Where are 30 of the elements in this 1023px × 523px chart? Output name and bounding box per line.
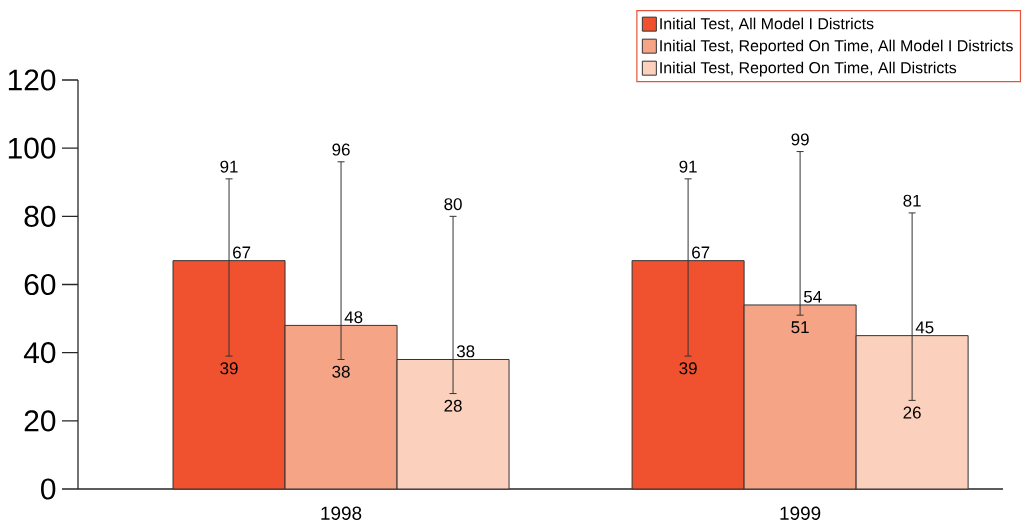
annotation: 99 [791,133,809,146]
legend-label: Initial Test, Reported On Time, All Districts [660,61,957,77]
data-label: 67 [692,246,710,259]
legend-label: Initial Test, Reported On Time, All Model I Districts [660,39,1013,55]
annotation: 96 [332,143,350,156]
annotation: 51 [791,321,809,334]
annotation: 80 [444,198,462,211]
annotation: 91 [220,160,238,173]
annotation: 26 [903,406,921,419]
data-label: 67 [233,246,251,259]
y-tick-label: 60 [24,273,56,295]
data-label: 48 [344,311,363,324]
y-tick-label: 0 [41,478,56,500]
annotation: 28 [444,399,462,412]
x-tick-label: 1998 [321,506,362,520]
annotation: 81 [903,194,921,207]
data-label: 45 [915,321,934,334]
y-tick-label: 120 [8,69,56,91]
y-tick-label: 20 [24,410,56,432]
y-tick-label: 100 [8,137,56,159]
y-tick-label: 40 [23,341,56,364]
annotation: 38 [332,365,350,378]
y-tick-label: 80 [24,205,56,227]
x-tick-label: 1999 [780,506,821,520]
annotation: 91 [679,160,697,173]
annotation: 39 [679,362,697,375]
data-label: 38 [456,345,475,358]
legend-label: Initial Test, All Model I Districts [660,17,874,32]
data-label: 54 [803,290,822,303]
annotation: 39 [220,362,238,375]
